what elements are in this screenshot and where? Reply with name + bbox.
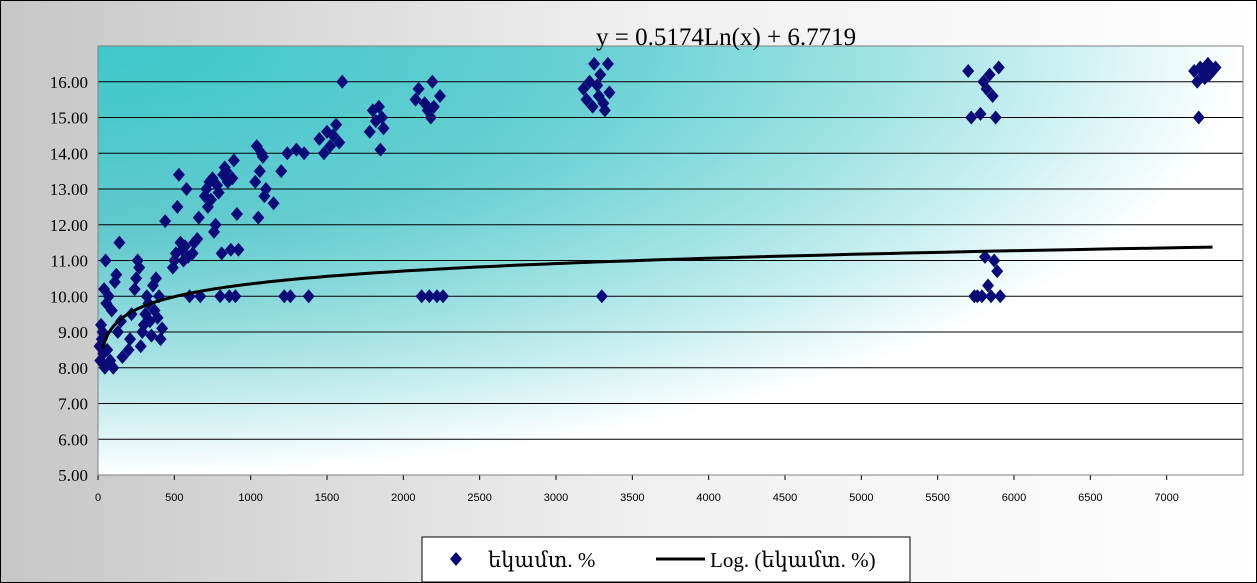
x-tick-label: 3000 — [544, 492, 568, 504]
y-tick-label: 6.00 — [58, 430, 88, 449]
trendline-equation: y = 0.5174Ln(x) + 6.7719 — [596, 24, 856, 51]
x-tick-label: 2500 — [467, 492, 491, 504]
y-tick-label: 9.00 — [58, 323, 88, 342]
plot-area-border — [97, 45, 1244, 476]
y-tick-label: 14.00 — [50, 144, 88, 163]
legend: եկամտ. % Log. (եկամտ. %) — [421, 536, 911, 583]
y-tick-label: 10.00 — [50, 287, 88, 306]
y-tick-label: 13.00 — [50, 180, 88, 199]
x-tick-label: 2000 — [391, 492, 415, 504]
y-axis-tick-labels: 5.00 6.00 7.00 8.00 9.00 10.00 11.00 12.00 13.00… — [50, 73, 88, 485]
y-tick-label: 16.00 — [50, 73, 88, 92]
x-tick-label: 4500 — [773, 492, 797, 504]
legend-label-series: եկամտ. % — [488, 548, 595, 572]
x-tick-label: 1000 — [238, 492, 262, 504]
y-tick-label: 11.00 — [50, 252, 88, 271]
legend-label-trend: Log. (եկամտ. %) — [710, 548, 876, 572]
y-tick-label: 12.00 — [50, 216, 88, 235]
y-tick-label: 5.00 — [58, 466, 88, 485]
x-tick-label: 1500 — [315, 492, 339, 504]
axes — [97, 45, 1244, 480]
x-tick-label: 4000 — [696, 492, 720, 504]
x-tick-label: 6000 — [1002, 492, 1026, 504]
y-tick-label: 15.00 — [50, 109, 88, 128]
log-trendline — [101, 245, 1213, 350]
x-tick-label: 6500 — [1078, 492, 1102, 504]
x-tick-label: 7000 — [1154, 492, 1178, 504]
x-axis-tick-labels: 0 500 1000 1500 2000 2500 3000 3500 4000 4500 5000… — [95, 492, 1179, 504]
x-tick-label: 3500 — [620, 492, 644, 504]
x-tick-label: 5000 — [849, 492, 873, 504]
x-tick-label: 5500 — [925, 492, 949, 504]
y-tick-label: 7.00 — [58, 395, 88, 414]
x-tick-label: 500 — [165, 492, 183, 504]
y-tick-label: 8.00 — [58, 359, 88, 378]
x-tick-label: 0 — [95, 492, 101, 504]
